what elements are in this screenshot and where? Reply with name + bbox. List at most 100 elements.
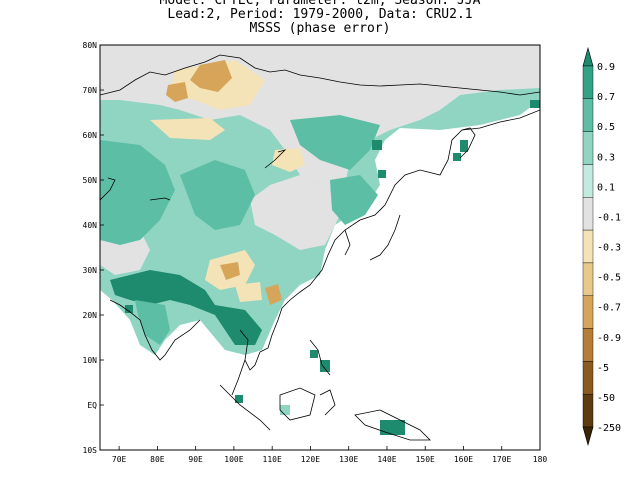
colorbar-label: -0.7	[597, 303, 621, 314]
field-cell	[280, 405, 290, 415]
longitude-axis: 70E 80E 90E 100E 110E 120E 130E 140E 150E 160E 170…	[112, 446, 548, 464]
lon-tick-label: 80E	[150, 455, 165, 464]
lat-tick-label: 10N	[83, 356, 98, 365]
coastline-indochina	[239, 329, 261, 371]
lon-tick-label: 120E	[301, 455, 320, 464]
plot-frame	[99, 44, 541, 451]
colorbar-label: 0.5	[597, 122, 615, 133]
lon-tick-label: 160E	[454, 455, 473, 464]
field-cell	[453, 153, 461, 161]
lat-tick-label: 40N	[83, 221, 98, 230]
colorbar-swatch	[582, 262, 594, 296]
lon-tick-label: 150E	[416, 455, 435, 464]
colorbar-label: 0.9	[597, 62, 615, 73]
field-region-mid-teal-west	[100, 140, 175, 245]
colorbar-swatch	[582, 295, 594, 329]
field-region-dark-teal-south-asia	[110, 270, 262, 345]
field-cell	[372, 140, 382, 150]
field-region-tan-baikal	[272, 148, 305, 172]
field-cell	[235, 395, 243, 403]
coastline-philippines	[309, 339, 331, 376]
coastline-east-asia	[259, 109, 540, 353]
lat-tick-label: EQ	[87, 401, 97, 410]
field-region-tan-tibet	[235, 282, 262, 302]
colorbar-swatch	[582, 361, 594, 395]
field-region-mid-teal-manchuria	[330, 175, 378, 225]
lat-tick-label: 70N	[83, 86, 98, 95]
lon-tick-label: 70E	[112, 455, 127, 464]
colorbar-label: -0.1	[597, 212, 621, 223]
colorbar-swatch	[582, 393, 594, 428]
coastline-caspian	[100, 177, 116, 201]
lat-tick-label: 60N	[83, 131, 98, 140]
coastline-baikal	[264, 149, 287, 169]
field-region-mid-teal-asia	[180, 160, 255, 230]
coastline-sumatra	[219, 384, 271, 431]
coastlines	[100, 54, 540, 441]
coastline-balkhash	[149, 197, 171, 201]
field-region-brown-south-china	[265, 284, 282, 305]
lat-tick-label: 20N	[83, 311, 98, 320]
lon-tick-label: 100E	[224, 455, 243, 464]
field-cell	[380, 420, 405, 435]
colorbar-label: 0.3	[597, 152, 615, 163]
colorbar-label: -50	[597, 393, 615, 404]
lat-tick-label: 10S	[83, 446, 98, 455]
coastline-japan	[369, 214, 401, 261]
lon-tick-label: 130E	[339, 455, 358, 464]
field-cell	[378, 170, 386, 178]
field-region-grey-center	[250, 175, 340, 250]
lon-tick-label: 110E	[263, 455, 282, 464]
colorbar-label: -250	[597, 423, 621, 434]
lon-tick-label: 90E	[188, 455, 203, 464]
field-cell	[460, 140, 468, 152]
colorbar-swatch	[582, 328, 594, 362]
field-region-teal-india-south	[135, 300, 170, 345]
coastline-malaya	[231, 359, 246, 396]
colorbar-label: -0.5	[597, 273, 621, 284]
colorbar-swatch	[582, 197, 594, 231]
colorbar-arrow-bottom	[582, 426, 594, 447]
latitude-axis: 80N 70N 60N 50N 40N 30N 20N 10N EQ 10S	[83, 41, 104, 455]
lon-tick-label: 170E	[492, 455, 511, 464]
field-region-brown-china	[220, 262, 240, 280]
colorbar-swatch	[582, 65, 594, 100]
msss-field	[100, 45, 540, 435]
field-region-brown-north-2	[166, 82, 188, 102]
colorbar-swatch	[582, 229, 594, 264]
field-region-mid-teal-east	[290, 115, 380, 170]
field-cell	[320, 360, 330, 372]
title-line-3: MSSS (phase error)	[249, 21, 391, 36]
field-region-tan-central-siberia	[150, 118, 225, 140]
colorbar-label: -5	[597, 363, 609, 374]
colorbar-arrow-top	[582, 46, 594, 67]
colorbar-label: -0.9	[597, 333, 621, 344]
map-title: Model: CFTEC, Parameter: t2m, Season: JJ…	[100, 0, 540, 36]
coastline-india	[109, 299, 201, 361]
lon-tick-label: 180	[533, 455, 548, 464]
colorbar-swatch	[582, 131, 594, 165]
lon-tick-label: 140E	[377, 455, 396, 464]
field-region-brown-north	[190, 60, 232, 92]
lat-tick-label: 30N	[83, 266, 98, 275]
colorbar-swatch	[582, 164, 594, 198]
colorbar-label: -0.3	[597, 243, 621, 254]
field-cell	[310, 350, 318, 358]
coastline-kamchatka	[459, 127, 476, 159]
coastline-arctic	[100, 54, 540, 96]
colorbar-swatch	[582, 98, 594, 132]
title-line-2: Lead:2, Period: 1979-2000, Data: CRU2.1	[167, 7, 473, 22]
colorbar-label: 0.7	[597, 92, 615, 103]
coastline-borneo	[279, 387, 316, 421]
title-line-1: Model: CFTEC, Parameter: t2m, Season: JJ…	[159, 0, 481, 8]
coastline-new-guinea	[354, 409, 431, 441]
field-cell	[530, 100, 540, 108]
lat-tick-label: 80N	[83, 41, 98, 50]
coastline-sulawesi	[319, 389, 336, 416]
field-cell	[125, 305, 133, 313]
coastline-korea	[344, 229, 351, 256]
lat-tick-label: 50N	[83, 176, 98, 185]
colorbar-label: 0.1	[597, 182, 615, 193]
colorbar: 0.9 0.7 0.5 0.3 0.1 -0.1 -0.3 -0.5 -0.7 -0.9 -5 -50…	[582, 46, 621, 447]
